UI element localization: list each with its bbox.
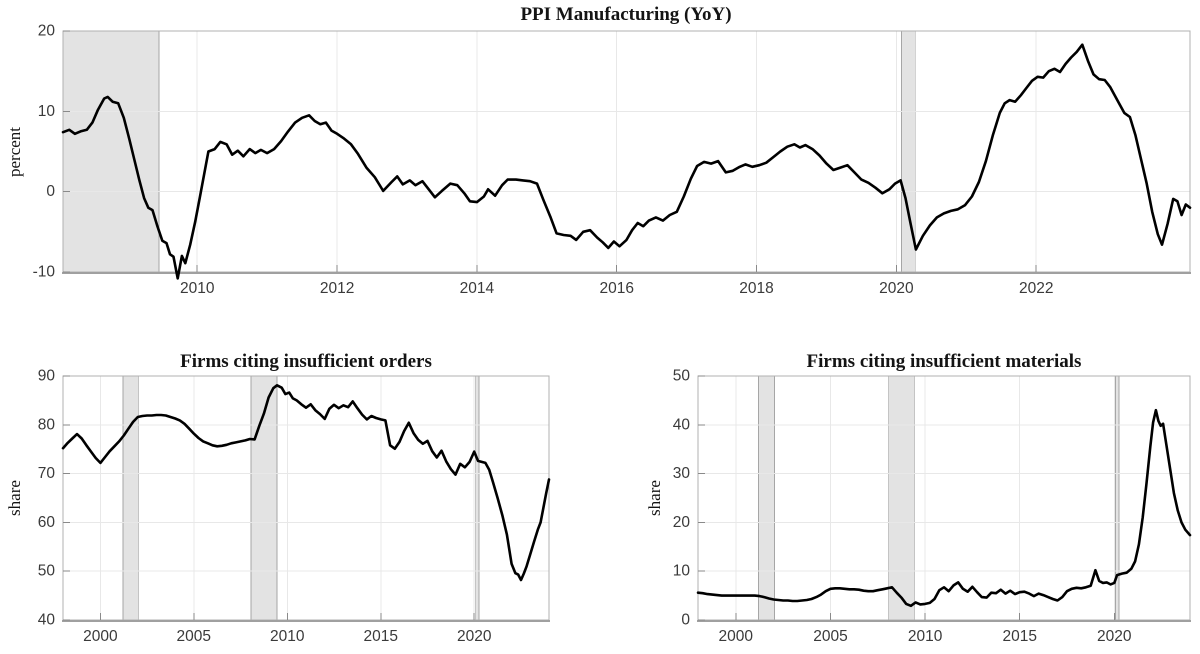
ppi-series-line xyxy=(61,43,1192,280)
x-tick-label: 2010 xyxy=(908,628,943,645)
y-tick-label: 30 xyxy=(673,465,691,482)
y-tick-label: 0 xyxy=(46,183,55,200)
y-tick-label: 40 xyxy=(38,612,56,629)
x-tick-label: 2010 xyxy=(180,280,215,297)
y-tick-label: 50 xyxy=(38,563,56,580)
x-tick-label: 2020 xyxy=(879,280,914,297)
chart-title-ppi: PPI Manufacturing (YoY) xyxy=(520,4,732,25)
recession-band xyxy=(475,376,479,620)
y-axis-label-orders: share xyxy=(5,480,24,516)
chart-orders: 2000 2005 2010 2015 2020 40 50 60 70 80 90 xyxy=(38,368,551,645)
recession-band xyxy=(901,31,916,272)
x-tick-label: 2022 xyxy=(1019,280,1053,297)
x-tick-label: 2018 xyxy=(739,280,773,297)
y-tick-label: 50 xyxy=(673,368,691,385)
y-tick-label: 80 xyxy=(38,416,56,433)
x-tick-label: 2020 xyxy=(457,628,492,645)
x-tick-label: 2010 xyxy=(270,628,305,645)
x-tick-label: 2015 xyxy=(364,628,398,645)
orders-series-line xyxy=(61,383,551,582)
y-tick-label: 70 xyxy=(38,465,56,482)
x-tick-label: 2000 xyxy=(83,628,118,645)
y-tick-label: 40 xyxy=(673,416,691,433)
x-tick-label: 2005 xyxy=(177,628,211,645)
x-tick-label: 2012 xyxy=(320,280,354,297)
x-tick-label: 2014 xyxy=(460,280,495,297)
x-tick-label: 2016 xyxy=(599,280,633,297)
chart-materials: 2000 2005 2010 2015 2020 0 10 20 30 40 50 xyxy=(673,368,1192,645)
materials-series-line xyxy=(696,408,1192,608)
x-tick-label: 2015 xyxy=(1002,628,1036,645)
y-tick-label: 60 xyxy=(38,514,56,531)
y-tick-label: 10 xyxy=(38,103,56,120)
chart-title-orders: Firms citing insufficient orders xyxy=(180,351,432,372)
chart-title-materials: Firms citing insufficient materials xyxy=(806,351,1082,372)
y-axis-label-materials: share xyxy=(645,480,664,516)
x-tick-label: 2020 xyxy=(1097,628,1132,645)
recession-band xyxy=(122,376,139,620)
y-tick-label: 20 xyxy=(673,514,691,531)
y-tick-label: 0 xyxy=(681,612,690,629)
y-tick-label: 10 xyxy=(673,563,691,580)
chart-ppi: 2010 2012 2014 2016 2018 2020 2022 -10 0 10 20 xyxy=(33,23,1192,297)
recession-band xyxy=(888,376,915,620)
y-tick-label: 90 xyxy=(38,368,56,385)
y-axis-label-ppi: percent xyxy=(5,126,24,178)
x-tick-label: 2000 xyxy=(719,628,754,645)
y-tick-label: -10 xyxy=(33,264,56,281)
recession-band xyxy=(63,31,159,272)
recession-band xyxy=(1115,376,1120,620)
y-tick-label: 20 xyxy=(38,23,56,40)
x-tick-label: 2005 xyxy=(813,628,847,645)
recession-band xyxy=(758,376,775,620)
plot-border xyxy=(62,30,1191,273)
